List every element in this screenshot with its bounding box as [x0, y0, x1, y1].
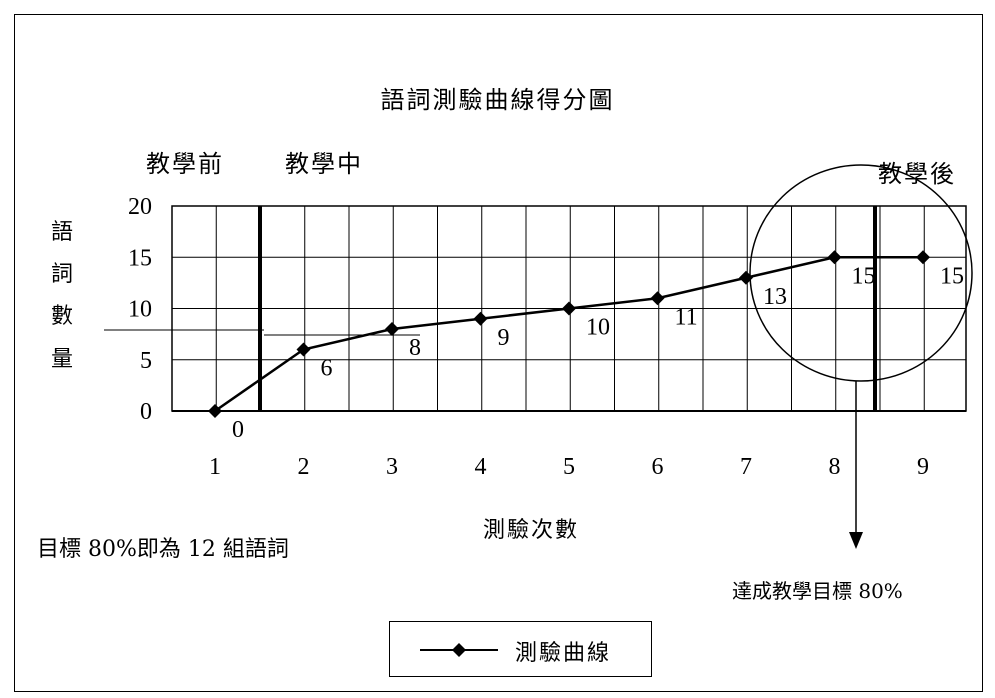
- phase-label-during: 教學中: [285, 150, 363, 178]
- data-label: 0: [232, 417, 244, 443]
- data-point: [827, 250, 842, 265]
- y-tick-label: 15: [128, 245, 152, 271]
- y-tick-label: 0: [140, 399, 152, 425]
- data-point: [650, 291, 665, 306]
- data-label: 15: [940, 263, 964, 289]
- legend: 測驗曲線: [389, 621, 652, 677]
- data-label: 10: [586, 315, 610, 341]
- data-point: [473, 311, 488, 326]
- data-labels: 0 6 8 9 10 11 13 15 15: [232, 263, 964, 443]
- data-label: 9: [498, 325, 510, 351]
- data-label: 15: [852, 263, 876, 289]
- x-tick-label: 1: [209, 454, 221, 480]
- y-axis-label-char: 數: [51, 304, 74, 329]
- x-tick-label: 7: [740, 454, 752, 480]
- phase-label-before: 教學前: [146, 150, 224, 178]
- data-label: 11: [675, 304, 698, 330]
- x-axis-title: 測驗次數: [483, 518, 580, 543]
- y-tick-label: 10: [128, 297, 152, 323]
- figure-border: [14, 14, 983, 692]
- goal-note: 目標 80%即為 12 組語詞: [37, 537, 289, 562]
- x-tick-label: 8: [829, 454, 841, 480]
- y-tick-label: 5: [140, 348, 152, 374]
- goal-ellipse: [749, 164, 973, 382]
- data-point: [296, 342, 311, 357]
- y-axis-label-char: 量: [51, 347, 74, 372]
- x-tick-label: 5: [563, 454, 575, 480]
- data-point: [916, 250, 930, 265]
- data-point: [208, 404, 222, 418]
- y-axis-label-char: 詞: [51, 262, 74, 287]
- series-polyline: [214, 256, 923, 413]
- goal-reached-note: 達成教學目標 80%: [732, 579, 903, 603]
- x-tick-label: 3: [386, 454, 398, 480]
- x-tick-label: 6: [652, 454, 664, 480]
- y-tick-label: 20: [128, 194, 152, 220]
- x-tick-label: 2: [298, 454, 310, 480]
- axes: 0 5 10 15 20 1 2 3 4 5 6 7 8 9: [104, 194, 966, 480]
- series-line: [208, 250, 930, 418]
- data-label: 8: [409, 335, 421, 361]
- goal-arrow-head: [849, 532, 863, 549]
- y-axis-label-char: 語: [51, 220, 74, 245]
- phase-label-after: 教學後: [878, 160, 956, 188]
- chart-title: 語詞測驗曲線得分圖: [380, 86, 615, 114]
- data-point: [562, 301, 576, 316]
- x-tick-label: 4: [475, 454, 487, 480]
- legend-marker: [420, 643, 498, 657]
- data-point: [385, 322, 399, 336]
- annotations: [749, 164, 973, 549]
- data-label: 6: [321, 356, 333, 382]
- x-tick-label: 9: [917, 454, 929, 480]
- data-label: 13: [763, 284, 787, 310]
- legend-label: 測驗曲線: [515, 641, 612, 666]
